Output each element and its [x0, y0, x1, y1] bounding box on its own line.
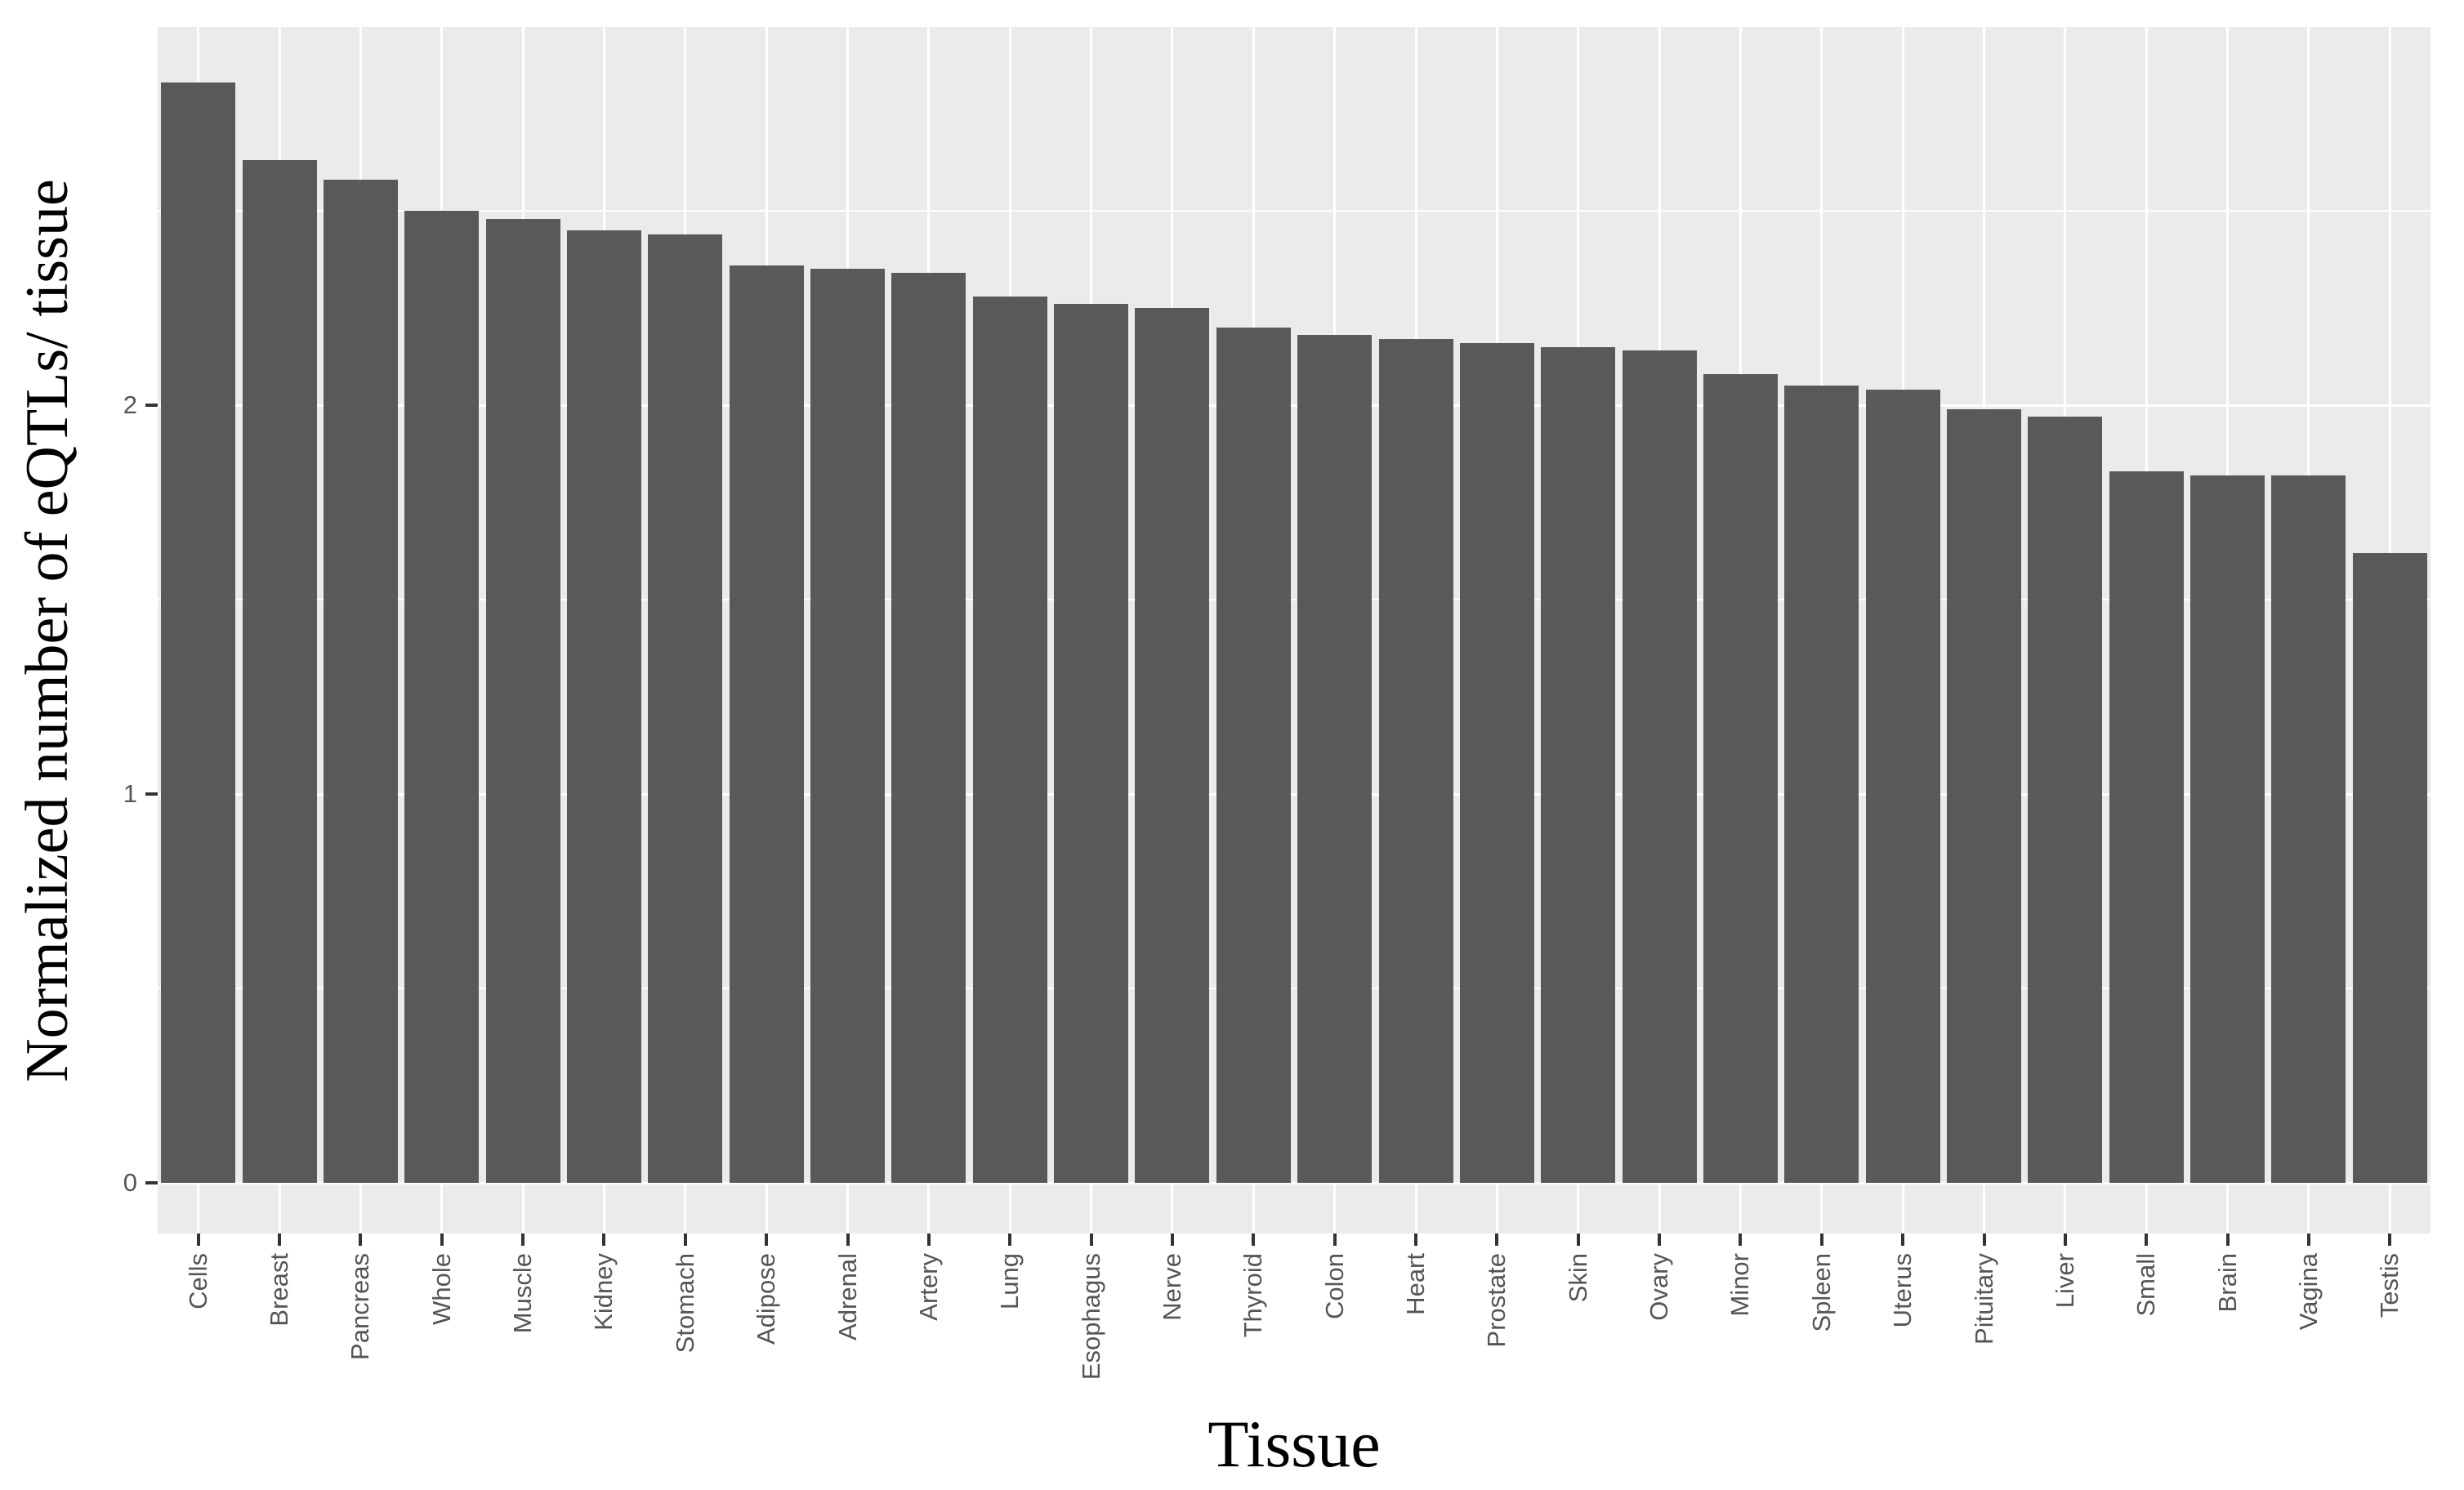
y-tick-label: 0: [123, 1168, 137, 1197]
bar: [1054, 304, 1129, 1183]
x-tick: [602, 1233, 606, 1246]
gridline-minor: [158, 599, 2431, 600]
x-tick: [765, 1233, 769, 1246]
bar: [1459, 342, 1534, 1183]
y-tick: [145, 1181, 158, 1184]
bar: [404, 211, 480, 1183]
x-tick: [846, 1233, 850, 1246]
x-tick: [1252, 1233, 1256, 1246]
bar: [1297, 335, 1373, 1183]
y-tick-label: 1: [123, 779, 137, 808]
x-tick: [1089, 1233, 1093, 1246]
x-tick: [521, 1233, 525, 1246]
y-tick: [145, 792, 158, 796]
bar: [972, 296, 1047, 1183]
bar: [891, 273, 966, 1183]
x-tick: [1982, 1233, 1986, 1246]
gridline-minor: [158, 210, 2431, 212]
bar: [1784, 386, 1859, 1183]
bar: [1216, 327, 1291, 1183]
bar: [810, 269, 886, 1183]
y-axis-title: Normalized number of eQTLs/ tissue: [14, 178, 81, 1082]
bar: [1541, 346, 1616, 1183]
bar: [1378, 339, 1453, 1183]
x-tick: [1414, 1233, 1418, 1246]
gridline-major: [158, 1181, 2431, 1184]
x-tick: [196, 1233, 200, 1246]
bar: [729, 265, 804, 1183]
bar: [1135, 308, 1210, 1183]
plot-panel: [158, 27, 2431, 1233]
bar: [2028, 417, 2103, 1183]
bar: [2271, 475, 2346, 1183]
bar: [1703, 373, 1778, 1183]
gridline-minor: [158, 988, 2431, 989]
gridline-major: [158, 404, 2431, 407]
x-tick: [1901, 1233, 1905, 1246]
x-tick: [1170, 1233, 1174, 1246]
bar: [1865, 389, 1940, 1183]
x-tick: [2306, 1233, 2310, 1246]
x-tick: [2388, 1233, 2392, 1246]
y-tick: [145, 404, 158, 407]
x-tick: [1332, 1233, 1337, 1246]
x-axis-title: Tissue: [1207, 1407, 1381, 1481]
gridline-major: [158, 792, 2431, 796]
bar: [161, 82, 236, 1183]
bar: [323, 179, 398, 1183]
x-tick: [2063, 1233, 2067, 1246]
x-tick: [2225, 1233, 2230, 1246]
bar: [648, 234, 723, 1183]
bar: [566, 230, 641, 1183]
y-tick-label: 2: [123, 390, 137, 419]
bar: [2190, 475, 2265, 1183]
bar: [2109, 471, 2184, 1183]
bar: [242, 160, 317, 1183]
x-tick: [1819, 1233, 1823, 1246]
bar: [1947, 408, 2022, 1183]
x-tick: [1008, 1233, 1012, 1246]
x-tick: [1658, 1233, 1662, 1246]
x-tick: [1739, 1233, 1743, 1246]
x-tick: [2145, 1233, 2149, 1246]
bar: [485, 218, 560, 1183]
x-tick: [1495, 1233, 1499, 1246]
bar: [2352, 552, 2427, 1183]
x-tick: [926, 1233, 931, 1246]
x-tick: [1576, 1233, 1580, 1246]
x-tick: [683, 1233, 687, 1246]
x-tick: [278, 1233, 282, 1246]
bar: [1622, 350, 1697, 1183]
x-tick: [359, 1233, 363, 1246]
x-tick: [440, 1233, 444, 1246]
